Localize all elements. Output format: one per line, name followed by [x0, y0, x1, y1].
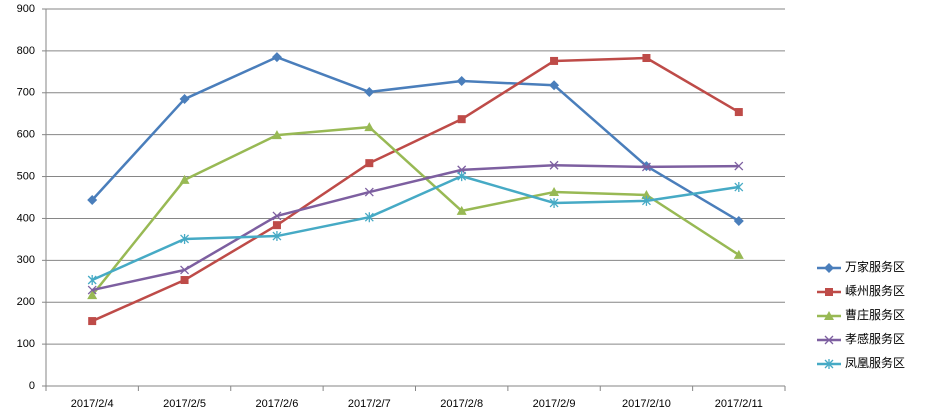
x-tick-label: 2017/2/4: [71, 398, 114, 410]
marker: [549, 80, 560, 91]
series-line: [91, 55, 740, 223]
marker: [642, 54, 651, 63]
marker: [457, 115, 466, 124]
marker: [549, 160, 559, 170]
marker: [641, 162, 651, 172]
marker: [457, 165, 467, 175]
y-tick-label: 700: [17, 87, 35, 99]
marker: [825, 288, 833, 296]
legend-label: 万家服务区: [845, 259, 905, 274]
y-tick-label: 900: [17, 3, 35, 15]
marker: [733, 215, 744, 226]
y-tick-label: 500: [17, 170, 35, 182]
marker: [641, 195, 651, 206]
marker: [180, 276, 189, 285]
y-tick-label: 200: [17, 296, 35, 308]
series-line: [91, 56, 740, 323]
marker: [272, 231, 282, 242]
series-line: [91, 163, 739, 292]
marker: [734, 108, 743, 117]
marker: [364, 212, 374, 223]
marker: [549, 197, 559, 208]
marker: [456, 76, 467, 87]
marker: [179, 94, 190, 105]
marker: [824, 311, 834, 320]
y-tick-label: 400: [17, 212, 35, 224]
y-tick-label: 800: [17, 45, 35, 57]
marker: [271, 130, 282, 140]
marker: [733, 249, 744, 259]
marker: [456, 205, 467, 215]
marker: [180, 233, 190, 244]
series-line: [91, 174, 739, 282]
marker: [549, 187, 560, 197]
legend-label: 嵊州服务区: [845, 283, 905, 298]
y-tick-label: 600: [17, 129, 35, 141]
y-tick-label: 0: [29, 380, 35, 392]
y-tick-label: 300: [17, 254, 35, 266]
legend-label: 曹庄服务区: [845, 307, 905, 322]
y-tick-label: 100: [17, 338, 35, 350]
x-tick-label: 2017/2/7: [348, 398, 391, 410]
x-tick-label: 2017/2/5: [163, 398, 206, 410]
marker: [87, 275, 97, 286]
marker: [824, 263, 834, 273]
legend-label: 凤凰服务区: [845, 355, 905, 370]
marker: [87, 195, 98, 206]
marker: [272, 221, 281, 230]
marker: [365, 159, 374, 168]
x-tick-label: 2017/2/11: [715, 398, 763, 410]
marker: [824, 359, 834, 369]
x-tick-label: 2017/2/9: [533, 398, 576, 410]
marker: [641, 189, 652, 199]
x-tick-label: 2017/2/6: [256, 398, 299, 410]
series-line: [91, 125, 740, 296]
marker: [271, 52, 282, 63]
marker: [180, 265, 190, 275]
x-tick-label: 2017/2/10: [622, 398, 671, 410]
marker: [272, 211, 282, 221]
marker: [550, 56, 559, 65]
x-tick-label: 2017/2/8: [440, 398, 483, 410]
marker: [87, 285, 97, 295]
marker: [88, 317, 97, 326]
marker: [734, 161, 744, 171]
marker: [364, 86, 375, 97]
legend-label: 孝感服务区: [845, 331, 905, 346]
marker: [364, 187, 374, 197]
marker: [457, 171, 467, 182]
marker: [734, 182, 744, 193]
marker: [179, 174, 190, 184]
marker: [87, 290, 98, 300]
marker: [364, 122, 375, 132]
marker: [824, 335, 834, 345]
